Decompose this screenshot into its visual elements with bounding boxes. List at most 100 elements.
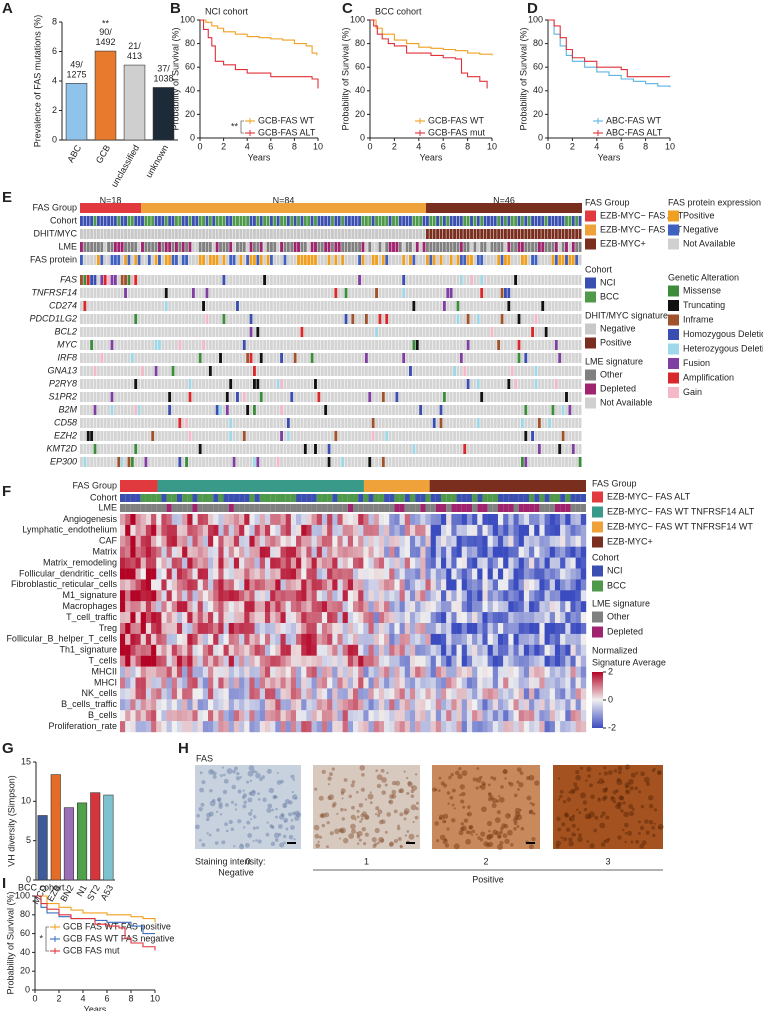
track-cell <box>405 216 409 226</box>
heatmap-cell <box>570 514 576 526</box>
heatmap-cell <box>342 666 349 678</box>
track-cell <box>575 242 579 252</box>
gene-cell <box>487 405 490 415</box>
heatmap-cell <box>187 623 193 635</box>
track-cell <box>409 255 412 265</box>
track-cell <box>432 255 436 265</box>
gene-cell <box>565 379 568 389</box>
gene-cell <box>225 327 229 337</box>
track-cell <box>461 494 467 502</box>
track-cell <box>135 494 141 502</box>
gene-cell <box>195 431 199 441</box>
gene-cell <box>212 405 216 415</box>
gene-cell <box>334 457 338 467</box>
heatmap-cell <box>399 546 405 558</box>
heatmap-cell <box>145 655 152 667</box>
heatmap-cell <box>554 546 561 558</box>
gene-cell <box>137 353 141 363</box>
track-cell <box>141 242 144 252</box>
heatmap-cell <box>254 644 260 656</box>
track-cell <box>442 216 446 226</box>
heatmap-cell <box>327 579 333 591</box>
heatmap-cell <box>135 568 141 580</box>
gene-cell <box>195 288 199 298</box>
heatmap-cell <box>482 568 488 580</box>
track-cell <box>480 229 484 239</box>
gene-cell <box>375 366 378 376</box>
track-cell <box>93 255 97 265</box>
gene-cell <box>90 418 94 428</box>
heatmap-cell <box>503 524 509 536</box>
gene-cell <box>463 314 467 324</box>
track-cell <box>456 504 462 512</box>
heatmap-cell <box>223 677 229 689</box>
gene-cell <box>80 353 83 363</box>
legend-label: ABC-FAS WT <box>606 115 662 125</box>
heatmap-cell <box>264 557 271 569</box>
gene-cell <box>487 327 490 337</box>
gene-cell <box>178 314 182 324</box>
track-cell <box>249 504 255 512</box>
track-cell <box>93 242 97 252</box>
legend-swatch <box>585 238 596 250</box>
heatmap-cell <box>161 590 167 602</box>
track-cell <box>110 242 114 252</box>
gene-cell <box>483 379 487 389</box>
heatmap-cell <box>518 623 525 635</box>
gene-cell <box>107 444 111 454</box>
gene-cell <box>487 431 490 441</box>
heatmap-cell <box>394 644 400 656</box>
heatmap-cell <box>477 546 483 558</box>
gene-cell <box>164 353 168 363</box>
gene-cell <box>415 301 419 311</box>
track-cell <box>453 255 456 265</box>
gene-label: CD274 <box>49 300 77 310</box>
heatmap-cell <box>135 612 141 624</box>
heatmap-cell <box>301 612 307 624</box>
heatmap-cell <box>378 524 385 536</box>
track-cell <box>571 242 575 252</box>
heatmap-cell <box>296 612 302 624</box>
heatmap-cell <box>347 677 354 689</box>
gene-cell <box>561 288 565 298</box>
gene-cell <box>276 288 280 298</box>
gene-cell <box>361 301 365 311</box>
gene-cell <box>185 327 189 337</box>
heatmap-cell <box>378 699 385 711</box>
gene-cell <box>568 418 572 428</box>
survival-curve <box>370 19 488 89</box>
gene-cell <box>236 418 239 428</box>
heatmap-cell <box>166 568 172 580</box>
heatmap-cell <box>327 601 333 613</box>
gene-cell <box>487 288 490 298</box>
gene-cell <box>517 366 521 376</box>
gene-cell <box>337 275 341 285</box>
gene-cell <box>134 275 138 285</box>
heatmap-cell <box>430 655 437 667</box>
track-cell <box>90 229 94 239</box>
gene-cell <box>205 379 209 389</box>
track-cell <box>174 242 178 252</box>
track-cell <box>541 255 545 265</box>
gene-cell <box>517 353 521 363</box>
gene-cell <box>425 288 429 298</box>
heatmap-cell <box>544 524 550 536</box>
gene-cell <box>453 457 456 467</box>
track-cell <box>219 255 222 265</box>
gene-cell <box>314 431 317 441</box>
gene-cell <box>164 392 168 402</box>
track-cell <box>110 216 114 226</box>
gene-cell <box>80 418 83 428</box>
gene-cell <box>124 340 127 350</box>
gene-cell <box>548 301 551 311</box>
gene-cell <box>205 301 209 311</box>
gene-cell <box>191 301 195 311</box>
heatmap-cell <box>529 546 535 558</box>
track-cell <box>124 242 127 252</box>
gene-cell <box>219 340 222 350</box>
heatmap-cell <box>492 546 499 558</box>
heatmap-cell <box>404 546 411 558</box>
gene-cell <box>344 353 348 363</box>
heatmap-cell <box>492 688 499 700</box>
heatmap-cell <box>472 524 478 536</box>
